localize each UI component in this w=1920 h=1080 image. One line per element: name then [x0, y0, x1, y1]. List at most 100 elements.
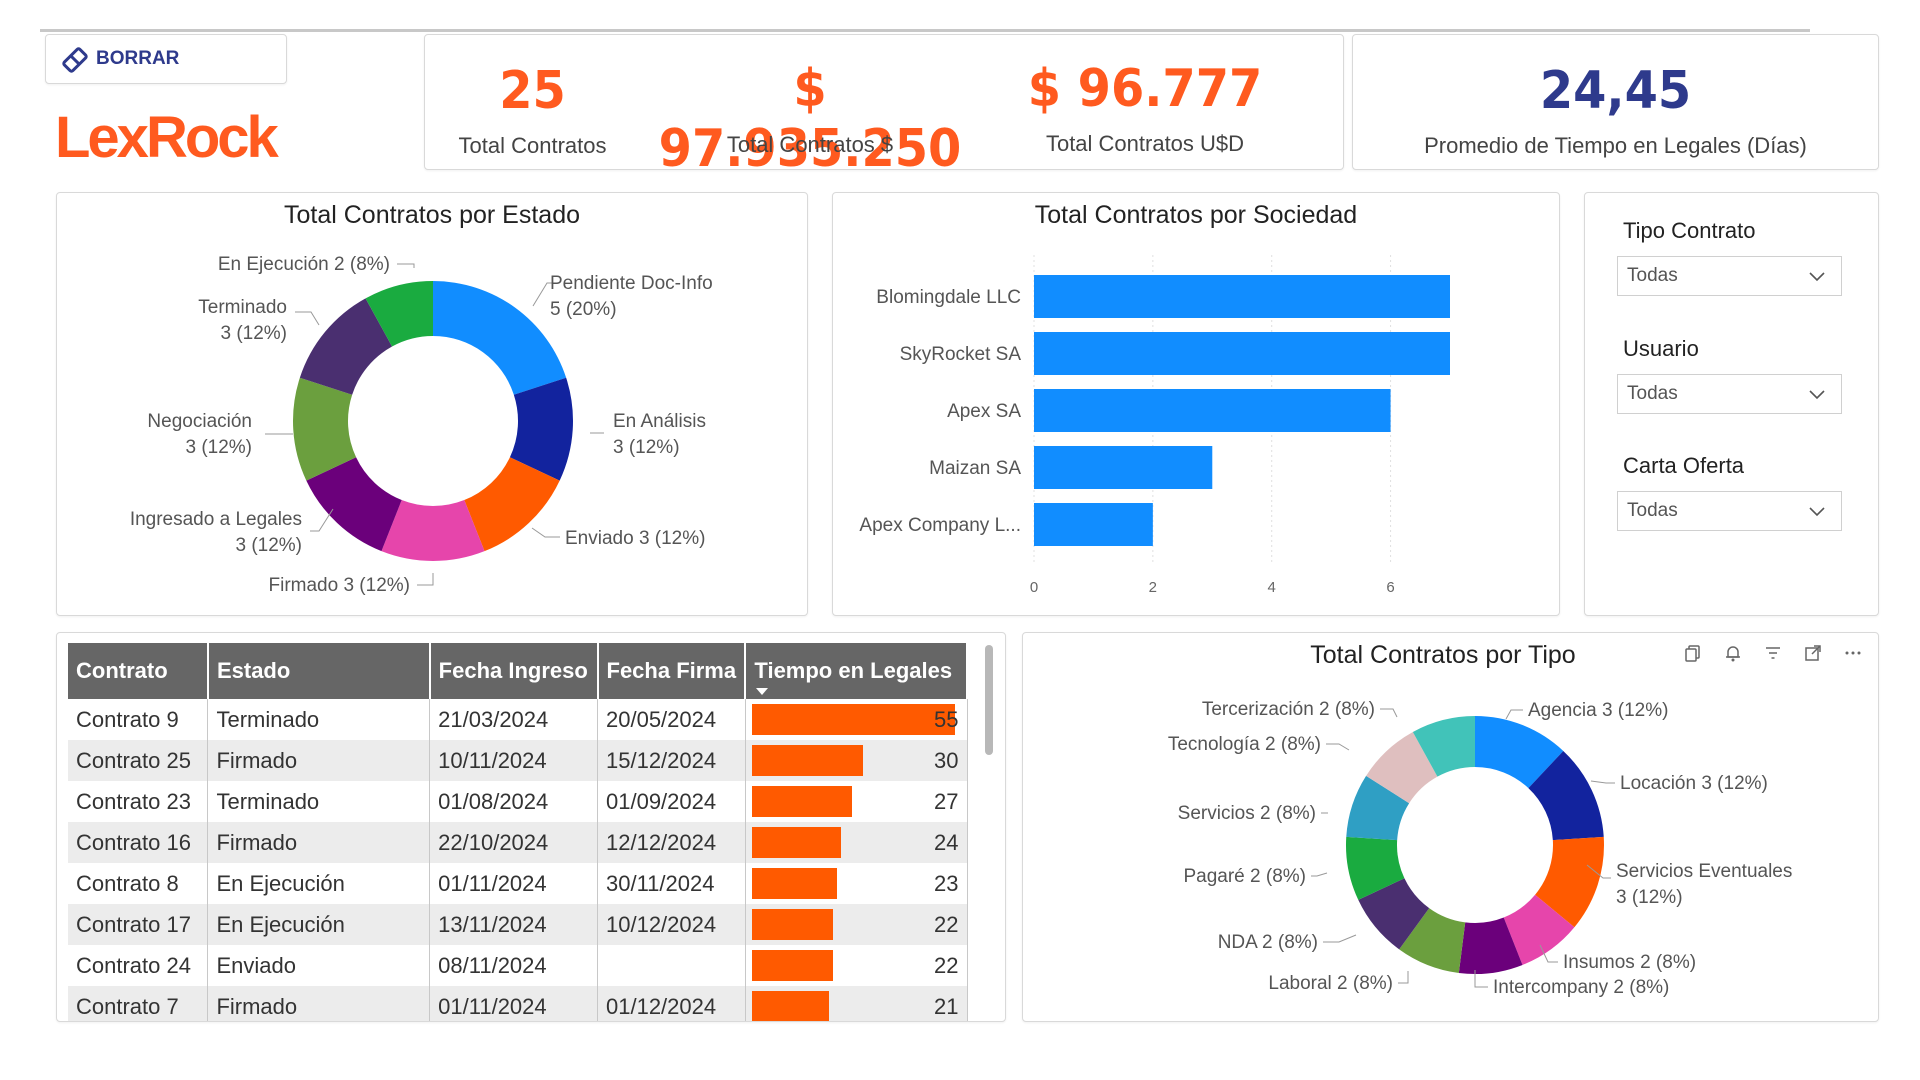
table-row[interactable]: Contrato 23 Terminado 01/08/2024 01/09/2024… [68, 781, 968, 822]
more-options-icon[interactable] [1843, 643, 1863, 667]
contracts-table-card: Contrato Estado Fecha Ingreso Fecha Firm… [56, 632, 1006, 1022]
table-row[interactable]: Contrato 24 Enviado 08/11/2024 22 [68, 945, 968, 986]
tipo-slice-servicios[interactable] [1346, 775, 1410, 841]
table-row[interactable]: Contrato 17 En Ejecución 13/11/2024 10/12/2… [68, 904, 968, 945]
col-header-fecha-firma[interactable]: Fecha Firma [597, 643, 747, 699]
table-row[interactable]: Contrato 25 Firmado 10/11/2024 15/12/2024 30 [68, 740, 968, 781]
tipo-label-eventuales: Servicios Eventuales [1616, 861, 1792, 882]
tipo-slice-pagare[interactable] [1346, 836, 1405, 900]
tipo-slice-locacion[interactable] [1528, 750, 1604, 841]
bar-apex-company-l-[interactable] [1034, 503, 1153, 546]
slicer-carta-oferta-dropdown[interactable]: Todas [1617, 491, 1842, 531]
estado-slice-en-ejecucion[interactable] [365, 281, 433, 347]
tipo-slice-servicios-eventuales[interactable] [1535, 836, 1604, 928]
tiempo-data-bar [751, 786, 852, 817]
kpi-total-contratos-label: Total Contratos [458, 133, 607, 158]
slicer-tipo-contrato-value: Todas [1627, 265, 1678, 286]
cell-estado: Firmado [207, 740, 431, 781]
category-label: Maizan SA [929, 458, 1021, 479]
tipo-chart-card: Total Contratos por Tipo Agencia 3 (12%)… [1022, 632, 1879, 1022]
tiempo-value: 23 [934, 871, 959, 896]
tiempo-data-bar [751, 991, 830, 1021]
table-row[interactable]: Contrato 16 Firmado 22/10/2024 12/12/2024 24 [68, 822, 968, 863]
cell-estado: En Ejecución [207, 863, 431, 904]
tipo-label-pagare: Pagaré 2 (8%) [1183, 866, 1306, 887]
col-header-contrato[interactable]: Contrato [68, 643, 209, 699]
tiempo-data-bar [751, 909, 834, 940]
category-label: SkyRocket SA [900, 344, 1022, 365]
estado-slice-pendiente-doc-info[interactable] [433, 281, 567, 395]
tipo-label-eventuales-value: 3 (12%) [1616, 887, 1683, 908]
tipo-slice-intercompany[interactable] [1458, 917, 1523, 974]
slicer-usuario-dropdown[interactable]: Todas [1617, 374, 1842, 414]
tipo-slice-nda[interactable] [1358, 878, 1430, 950]
clear-filters-button[interactable]: BORRAR [45, 34, 287, 84]
estado-label-terminado-value: 3 (12%) [220, 323, 287, 344]
clear-filters-label: BORRAR [96, 48, 180, 69]
table-row[interactable]: Contrato 7 Firmado 01/11/2024 01/12/2024 21 [68, 986, 968, 1021]
tipo-slice-insumos[interactable] [1503, 894, 1575, 965]
sociedad-bar-chart: Blomingdale LLC SkyRocket SA Apex SA Maizan… [859, 255, 1450, 596]
bar-skyrocket-sa[interactable] [1034, 332, 1450, 375]
cell-estado: Terminado [207, 781, 431, 822]
tiempo-data-bar [751, 868, 837, 899]
estado-label-enviado: Enviado 3 (12%) [565, 528, 705, 549]
cell-fecha-ingreso: 13/11/2024 [429, 904, 598, 945]
col-header-estado[interactable]: Estado [207, 643, 431, 699]
kpi-total-pesos-label: Total Contratos $ [726, 132, 894, 157]
top-divider [40, 29, 1810, 32]
kpi-card-totals: 25 Total Contratos $ 97.935.250 Total Co… [424, 34, 1344, 179]
slicer-tipo-contrato-dropdown[interactable]: Todas [1617, 256, 1842, 296]
sociedad-chart-title: Total Contratos por Sociedad [1034, 201, 1358, 229]
cell-fecha-firma: 10/12/2024 [597, 904, 746, 945]
bar-apex-sa[interactable] [1034, 389, 1391, 432]
estado-slice-en-analisis[interactable] [509, 377, 573, 481]
col-header-fecha-ingreso[interactable]: Fecha Ingreso [429, 643, 599, 699]
tipo-label-nda: NDA 2 (8%) [1218, 932, 1318, 953]
table-row[interactable]: Contrato 9 Terminado 21/03/2024 20/05/2024 5… [68, 699, 968, 740]
cell-fecha-firma: 30/11/2024 [597, 863, 746, 904]
estado-slice-firmado[interactable] [381, 500, 485, 561]
tipo-slice-agencia[interactable] [1475, 716, 1564, 789]
estado-label-pendiente-value: 5 (20%) [550, 299, 617, 320]
estado-label-ejecucion: En Ejecución 2 (8%) [218, 254, 390, 275]
cell-tiempo-legales: 30 [745, 740, 968, 781]
estado-label-negociacion: Negociación [147, 411, 252, 432]
focus-mode-icon[interactable] [1803, 643, 1823, 667]
tipo-label-tecnologia: Tecnología 2 (8%) [1168, 734, 1321, 755]
cell-fecha-ingreso: 10/11/2024 [429, 740, 598, 781]
copy-icon[interactable] [1683, 643, 1703, 667]
estado-slice-terminado[interactable] [299, 298, 393, 395]
x-tick-label: 4 [1268, 579, 1276, 596]
estado-slice-negociacion[interactable] [293, 377, 357, 481]
filter-icon[interactable] [1763, 643, 1783, 667]
cell-fecha-firma: 12/12/2024 [597, 822, 746, 863]
chevron-down-icon [1807, 266, 1827, 292]
category-label: Apex SA [947, 401, 1021, 422]
estado-label-ingresado-value: 3 (12%) [235, 535, 302, 556]
tiempo-value: 30 [934, 748, 959, 773]
tipo-label-agencia: Agencia 3 (12%) [1528, 700, 1668, 721]
cell-tiempo-legales: 21 [745, 986, 968, 1021]
cell-estado: Enviado [207, 945, 431, 986]
table-vertical-scrollbar[interactable] [985, 645, 993, 755]
bar-maizan-sa[interactable] [1034, 446, 1213, 489]
tipo-slice-tercerizacion[interactable] [1412, 716, 1475, 777]
estado-label-ingresado: Ingresado a Legales [130, 509, 302, 530]
table-row[interactable]: Contrato 8 En Ejecución 01/11/2024 30/11/20… [68, 863, 968, 904]
estado-slice-ingresado-a-legales[interactable] [306, 457, 402, 552]
tiempo-value: 27 [934, 789, 959, 814]
x-tick-label: 2 [1149, 579, 1157, 596]
estado-slice-enviado[interactable] [464, 457, 560, 552]
bar-blomingdale-llc[interactable] [1034, 275, 1450, 318]
cell-fecha-ingreso: 22/10/2024 [429, 822, 598, 863]
col-header-tiempo-legales[interactable]: Tiempo en Legales [745, 643, 968, 699]
tipo-slice-tecnologia[interactable] [1366, 731, 1438, 804]
chevron-down-icon [1807, 501, 1827, 527]
kpi-card-avg-time: 24,45 Promedio de Tiempo en Legales (Día… [1352, 34, 1879, 170]
bell-icon[interactable] [1723, 643, 1743, 667]
tiempo-value: 24 [934, 830, 959, 855]
tipo-slice-laboral[interactable] [1399, 908, 1466, 973]
cell-fecha-ingreso: 01/11/2024 [429, 863, 598, 904]
cell-fecha-ingreso: 01/08/2024 [429, 781, 598, 822]
